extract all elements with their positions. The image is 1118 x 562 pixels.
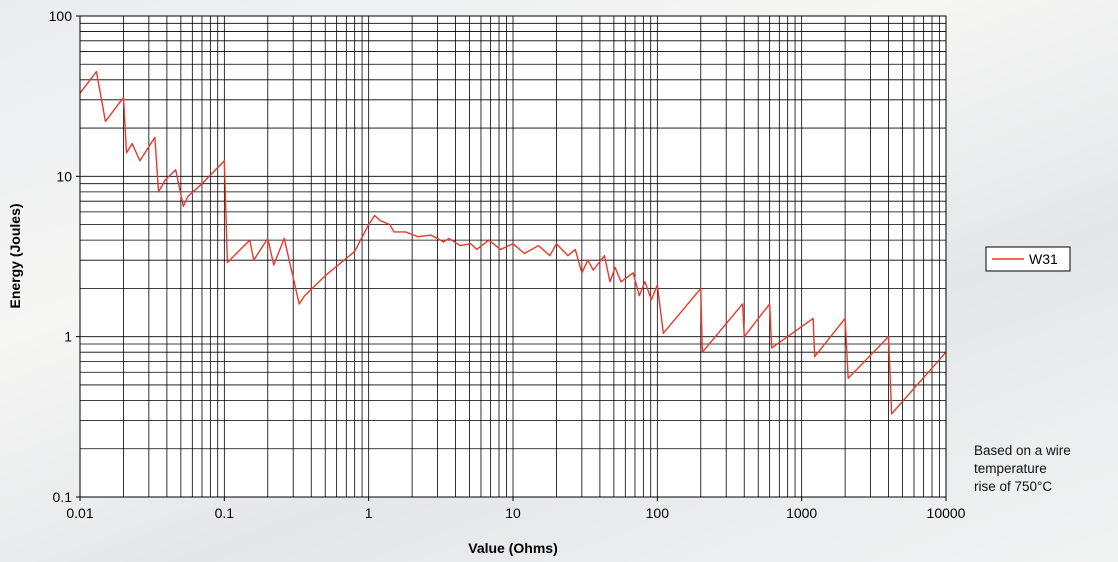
x-tick-label: 10 [505,505,521,521]
y-tick-label: 1 [64,329,72,345]
y-tick-label: 0.1 [53,489,73,505]
footnote-line-3: rise of 750°C [974,479,1053,494]
footnote: Based on a wire temperature rise of 750°… [974,442,1104,496]
x-tick-label: 100 [646,505,670,521]
legend: W31 [985,246,1071,272]
y-axis-ticks: 0.1 1 10 100 [49,8,80,505]
legend-label-w31: W31 [1029,251,1058,267]
footnote-line-2: temperature [974,461,1047,476]
grid [80,16,946,497]
x-axis-title: Value (Ohms) [468,540,557,556]
series-line-w31 [79,70,947,415]
x-tick-label: 1 [365,505,373,521]
footnote-line-1: Based on a wire [974,443,1071,458]
x-axis-ticks: 0.01 0.1 1 10 100 1000 10000 [66,497,966,521]
y-tick-label: 10 [56,168,72,184]
x-tick-label: 1000 [786,505,817,521]
y-tick-label: 100 [49,8,73,24]
x-tick-label: 0.1 [215,505,235,521]
y-axis-title: Energy (Joules) [7,203,23,308]
x-tick-label: 0.01 [66,505,93,521]
x-tick-label: 10000 [927,505,966,521]
